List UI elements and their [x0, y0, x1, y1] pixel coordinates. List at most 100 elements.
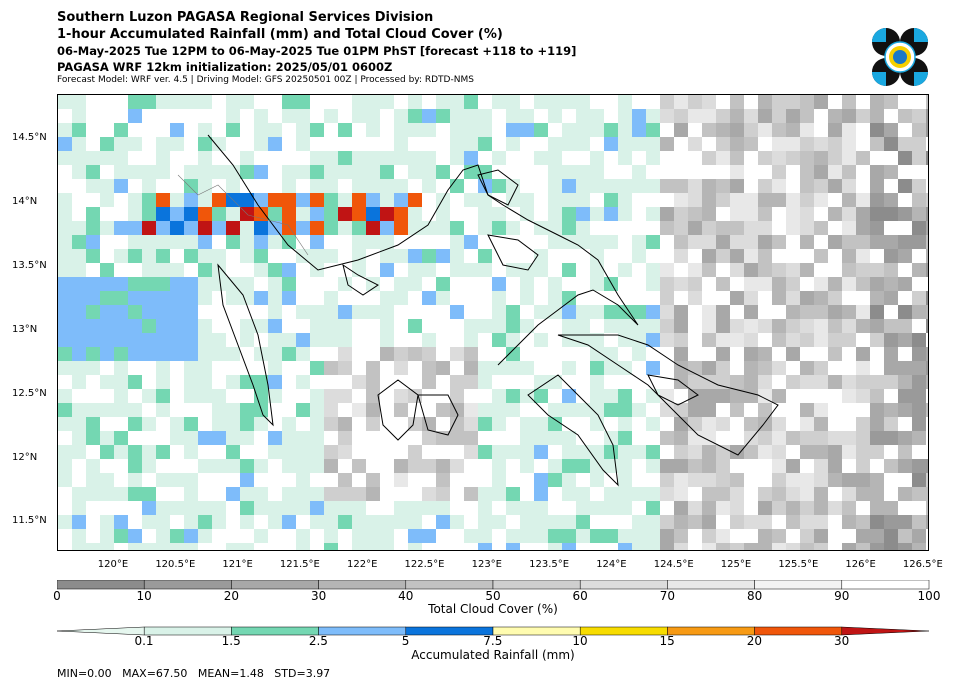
grid-cell [72, 375, 86, 389]
grid-cell [254, 123, 268, 137]
grid-cell [912, 123, 926, 137]
grid-cell [828, 445, 842, 459]
grid-cell [814, 179, 828, 193]
grid-cell [842, 221, 856, 235]
rain-colorbar-tick: 7.5 [483, 634, 503, 648]
grid-cell [100, 221, 114, 235]
grid-cell [492, 305, 506, 319]
grid-cell [198, 319, 212, 333]
grid-cell [184, 277, 198, 291]
grid-cell [814, 361, 828, 375]
grid-cell [156, 305, 170, 319]
grid-cell [842, 473, 856, 487]
grid-cell [282, 221, 296, 235]
grid-cell [842, 333, 856, 347]
grid-cell [912, 389, 926, 403]
rain-colorbar-segment [754, 626, 843, 636]
grid-cell [128, 249, 142, 263]
grid-cell [408, 165, 422, 179]
grid-cell [814, 193, 828, 207]
grid-cell [492, 291, 506, 305]
grid-cell [576, 459, 590, 473]
grid-cell [226, 123, 240, 137]
grid-cell [100, 179, 114, 193]
grid-cell [898, 487, 912, 501]
grid-cell [352, 109, 366, 123]
grid-cell [758, 221, 772, 235]
grid-cell [184, 445, 198, 459]
grid-cell [184, 221, 198, 235]
grid-cell [170, 501, 184, 515]
grid-cell [800, 137, 814, 151]
grid-cell [268, 137, 282, 151]
grid-cell [674, 417, 688, 431]
grid-cell [324, 417, 338, 431]
grid-cell [72, 445, 86, 459]
grid-cell [296, 333, 310, 347]
grid-cell [772, 473, 786, 487]
grid-cell [282, 487, 296, 501]
grid-cell [632, 305, 646, 319]
grid-cell [170, 543, 184, 550]
grid-cell [254, 459, 268, 473]
grid-cell [450, 417, 464, 431]
grid-cell [240, 487, 254, 501]
grid-cell [898, 305, 912, 319]
grid-cell [198, 459, 212, 473]
grid-cell [296, 123, 310, 137]
grid-cell [394, 193, 408, 207]
grid-cell [842, 445, 856, 459]
grid-cell [114, 291, 128, 305]
grid-cell [86, 319, 100, 333]
grid-cell [114, 179, 128, 193]
grid-cell [758, 501, 772, 515]
cloud-colorbar-segment [492, 580, 581, 590]
grid-cell [926, 459, 928, 473]
grid-cell [338, 319, 352, 333]
grid-cell [674, 543, 688, 550]
grid-cell [856, 151, 870, 165]
grid-cell [576, 333, 590, 347]
grid-cell [408, 123, 422, 137]
grid-cell [338, 501, 352, 515]
grid-cell [268, 333, 282, 347]
rainfall-colorbar [56, 626, 930, 636]
grid-cell [282, 235, 296, 249]
grid-cell [772, 95, 786, 109]
grid-cell [604, 487, 618, 501]
grid-cell [870, 137, 884, 151]
grid-cell [324, 403, 338, 417]
grid-cell [436, 193, 450, 207]
grid-cell [100, 529, 114, 543]
grid-cell [338, 445, 352, 459]
rain-colorbar-segment [492, 626, 581, 636]
grid-cell [772, 277, 786, 291]
grid-cell [702, 193, 716, 207]
grid-cell [450, 151, 464, 165]
grid-cell [296, 473, 310, 487]
grid-cell [618, 109, 632, 123]
grid-cell [114, 151, 128, 165]
grid-cell [520, 445, 534, 459]
grid-cell [800, 263, 814, 277]
grid-cell [856, 487, 870, 501]
grid-cell [926, 249, 928, 263]
grid-cell [576, 207, 590, 221]
grid-cell [352, 543, 366, 550]
grid-cell [198, 389, 212, 403]
grid-cell [688, 221, 702, 235]
cloud-colorbar-tick: 20 [223, 589, 240, 603]
grid-cell [114, 333, 128, 347]
grid-cell [674, 305, 688, 319]
grid-cell [128, 473, 142, 487]
grid-cell [604, 361, 618, 375]
grid-cell [674, 403, 688, 417]
grid-cell [184, 249, 198, 263]
grid-cell [702, 179, 716, 193]
grid-cell [800, 501, 814, 515]
grid-cell [254, 165, 268, 179]
grid-cell [562, 95, 576, 109]
grid-cell [310, 305, 324, 319]
grid-cell [772, 291, 786, 305]
grid-cell [842, 95, 856, 109]
